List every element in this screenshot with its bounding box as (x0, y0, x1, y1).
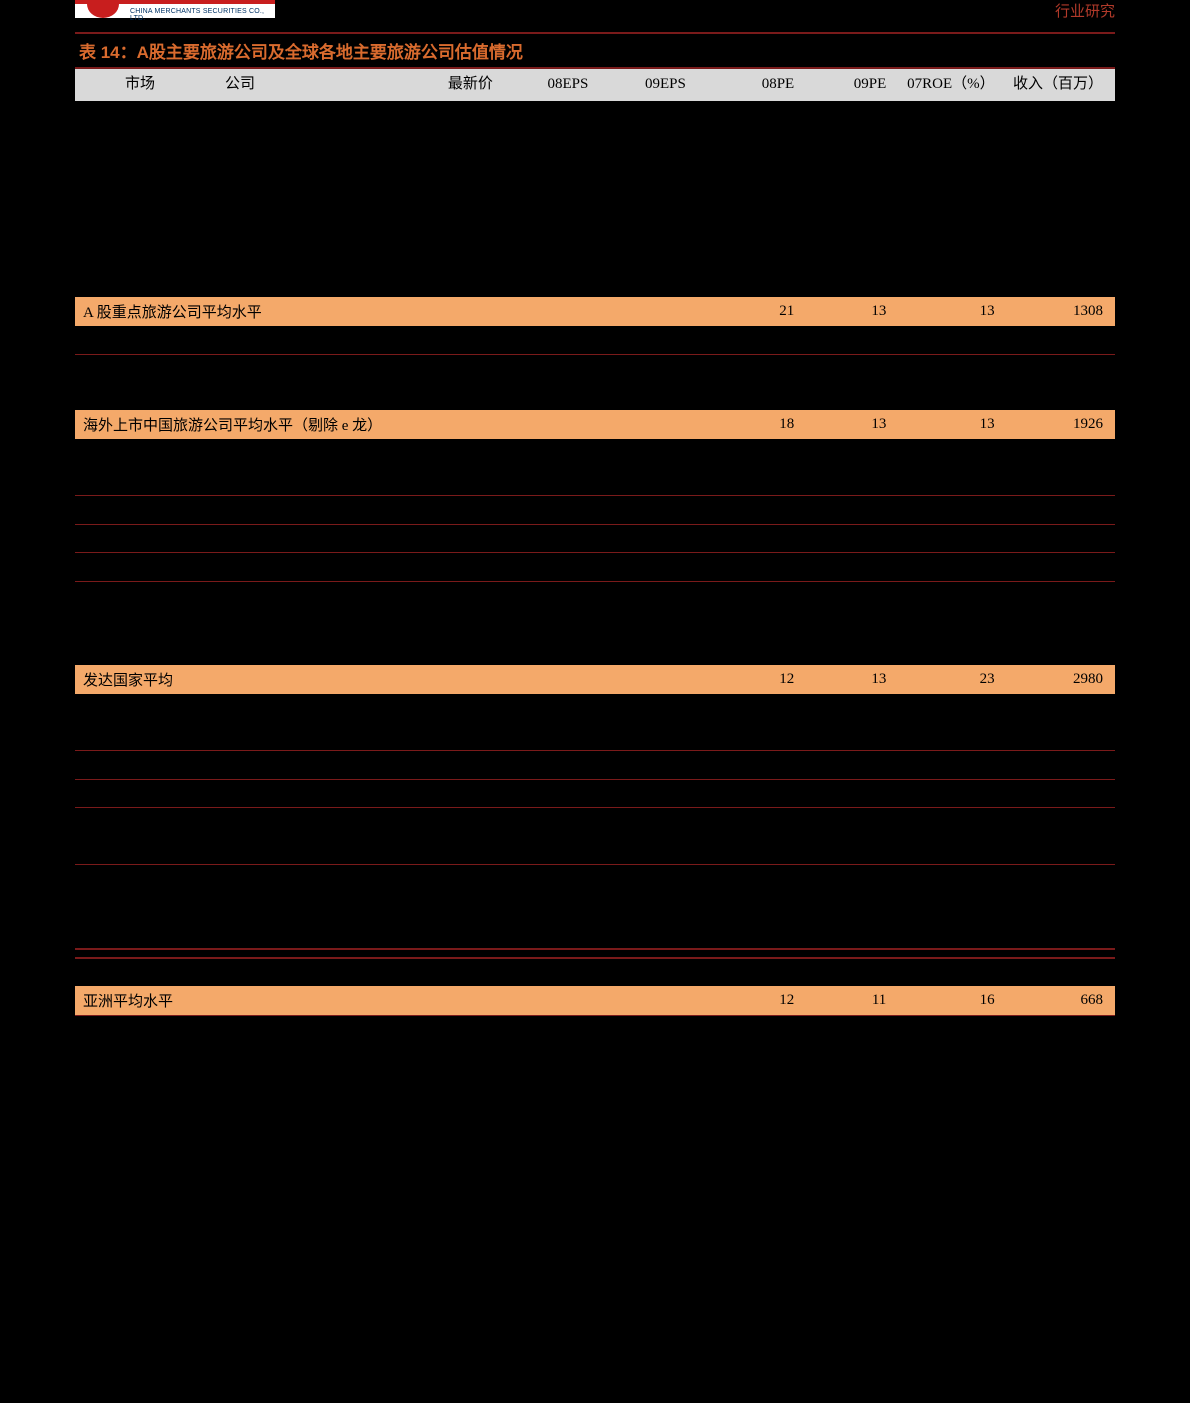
table-row (75, 751, 1115, 779)
summary-row: 海外上市中国旅游公司平均水平（剔除 e 龙）1813131926 (75, 410, 1115, 439)
table-row (75, 808, 1115, 836)
table-row (75, 920, 1115, 948)
col-pe08: 08PE (714, 69, 806, 101)
summary-roe: 16 (898, 986, 1006, 1015)
col-roe: 07ROE（%） (898, 69, 1006, 101)
company-logo: CHINA MERCHANTS SECURITIES CO., LTD. (75, 0, 275, 18)
col-company: 公司 (205, 69, 422, 101)
summary-row: 亚洲平均水平121116668 (75, 986, 1115, 1015)
table-row (75, 101, 1115, 129)
summary-pe09: 13 (806, 665, 898, 694)
table-header: 市场 公司 最新价 08EPS 09EPS 08PE 09PE 07ROE（%）… (75, 69, 1115, 101)
table-row (75, 609, 1115, 637)
table-row (75, 241, 1115, 269)
table-row (75, 382, 1115, 410)
summary-pe08: 21 (714, 297, 806, 326)
col-pe09: 09PE (806, 69, 898, 101)
summary-pe09: 13 (806, 410, 898, 439)
page: CHINA MERCHANTS SECURITIES CO., LTD. 行业研… (0, 0, 1190, 1096)
table-title: 表 14：A股主要旅游公司及全球各地主要旅游公司估值情况 (79, 43, 523, 62)
table-row (75, 779, 1115, 807)
summary-rev: 1308 (1007, 297, 1115, 326)
table-row (75, 949, 1115, 957)
table-row (75, 213, 1115, 241)
summary-roe: 23 (898, 665, 1006, 694)
table-row (75, 892, 1115, 920)
summary-pe09: 13 (806, 297, 898, 326)
table-row (75, 157, 1115, 185)
table-row (75, 722, 1115, 750)
summary-roe: 13 (898, 297, 1006, 326)
page-header: CHINA MERCHANTS SECURITIES CO., LTD. 行业研… (75, 0, 1115, 24)
valuation-table: 市场 公司 最新价 08EPS 09EPS 08PE 09PE 07ROE（%）… (75, 69, 1115, 1016)
summary-rev: 668 (1007, 986, 1115, 1015)
summary-roe: 13 (898, 410, 1006, 439)
col-rev: 收入（百万） (1007, 69, 1115, 101)
table-row (75, 553, 1115, 581)
col-eps09: 09EPS (617, 69, 715, 101)
table-row (75, 836, 1115, 864)
summary-rev: 2980 (1007, 665, 1115, 694)
summary-pe08: 12 (714, 665, 806, 694)
summary-label: 发达国家平均 (75, 665, 714, 694)
summary-row: 发达国家平均1213232980 (75, 665, 1115, 694)
summary-label: 亚洲平均水平 (75, 986, 714, 1015)
row-separator (75, 1015, 1115, 1016)
summary-row: A 股重点旅游公司平均水平2113131308 (75, 297, 1115, 326)
table-row (75, 269, 1115, 297)
table-row (75, 694, 1115, 722)
table-row (75, 354, 1115, 382)
col-market: 市场 (75, 69, 205, 101)
table-row (75, 958, 1115, 986)
table-row (75, 326, 1115, 354)
table-row (75, 467, 1115, 495)
summary-label: 海外上市中国旅游公司平均水平（剔除 e 龙） (75, 410, 714, 439)
table-row (75, 129, 1115, 157)
col-price: 最新价 (422, 69, 520, 101)
table-row (75, 637, 1115, 665)
table-title-bar: 表 14：A股主要旅游公司及全球各地主要旅游公司估值情况 (75, 32, 1115, 69)
table-row (75, 185, 1115, 213)
logo-mark-icon (87, 0, 119, 18)
summary-pe09: 11 (806, 986, 898, 1015)
table-body: A 股重点旅游公司平均水平2113131308 海外上市中国旅游公司平均水平（剔… (75, 101, 1115, 1016)
table-row (75, 864, 1115, 892)
doc-category-label: 行业研究 (1055, 0, 1115, 21)
col-eps08: 08EPS (519, 69, 617, 101)
summary-pe08: 12 (714, 986, 806, 1015)
summary-label: A 股重点旅游公司平均水平 (75, 297, 714, 326)
table-row (75, 439, 1115, 467)
table-row (75, 496, 1115, 524)
table-row (75, 524, 1115, 552)
summary-rev: 1926 (1007, 410, 1115, 439)
table-row (75, 581, 1115, 609)
logo-subtext: CHINA MERCHANTS SECURITIES CO., LTD. (130, 8, 275, 22)
summary-pe08: 18 (714, 410, 806, 439)
